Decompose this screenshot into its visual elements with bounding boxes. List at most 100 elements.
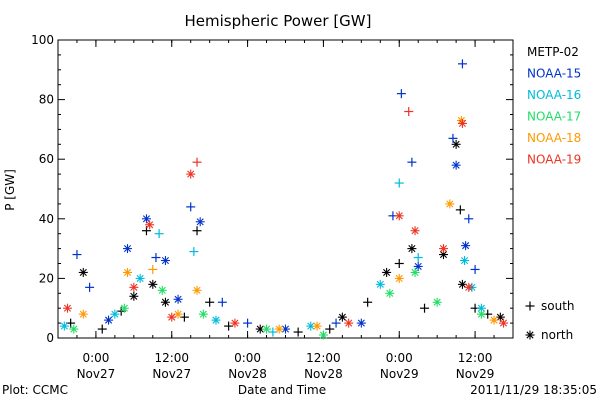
x-tick-date: Nov27 — [152, 367, 191, 381]
data-point-north — [69, 324, 79, 334]
y-tick-label: 60 — [39, 152, 54, 166]
data-point-north — [460, 256, 470, 266]
data-point-south — [457, 59, 467, 69]
data-points — [59, 59, 509, 340]
data-point-north — [255, 324, 265, 334]
series-legend: METP-02 NOAA-15 NOAA-16 NOAA-17 NOAA-18 NOAA-… — [527, 45, 581, 167]
series-noaa-15 — [72, 59, 480, 334]
y-tick-label: 40 — [39, 212, 54, 226]
series-noaa-16 — [59, 178, 486, 337]
data-point-north — [274, 324, 284, 334]
x-tick-date: Nov27 — [77, 367, 116, 381]
data-point-north — [476, 309, 486, 319]
data-point-north — [211, 315, 221, 325]
x-tick-time: 0:00 — [386, 351, 413, 365]
data-point-south — [186, 202, 196, 212]
legend-item: NOAA-19 — [527, 153, 581, 167]
data-point-north — [135, 273, 145, 283]
data-point-north — [525, 330, 535, 340]
data-point-south — [363, 297, 373, 307]
chart-title: Hemispheric Power [GW] — [185, 12, 372, 30]
data-point-south — [396, 89, 406, 99]
x-tick-time: 0:00 — [82, 351, 109, 365]
legend-item: NOAA-17 — [527, 110, 581, 124]
data-point-north — [410, 267, 420, 277]
x-tick-time: 12:00 — [154, 351, 189, 365]
data-point-north — [104, 315, 114, 325]
data-point-north — [148, 279, 158, 289]
data-point-north — [410, 226, 420, 236]
data-point-south — [464, 214, 474, 224]
plot-frame — [57, 39, 514, 339]
data-point-north — [344, 318, 354, 328]
data-point-north — [476, 303, 486, 313]
data-point-north — [489, 315, 499, 325]
data-point-north — [62, 303, 72, 313]
data-point-north — [59, 321, 69, 331]
data-point-north — [160, 297, 170, 307]
data-point-north — [129, 282, 139, 292]
y-tick-label: 0 — [46, 331, 54, 345]
series-noaa-17 — [69, 267, 486, 340]
data-point-south — [448, 133, 458, 143]
data-point-south — [243, 318, 253, 328]
data-point-north — [167, 312, 177, 322]
data-point-north — [173, 294, 183, 304]
data-point-south — [455, 205, 465, 215]
data-point-north — [123, 244, 133, 254]
data-point-south — [192, 157, 202, 167]
x-tick-date: Nov28 — [304, 367, 343, 381]
data-point-north — [306, 321, 316, 331]
data-point-north — [385, 288, 395, 298]
data-point-north — [461, 241, 471, 251]
data-point-north — [119, 303, 129, 313]
data-point-north — [451, 160, 461, 170]
data-point-north — [382, 267, 392, 277]
data-point-north — [186, 169, 196, 179]
data-point-north — [230, 318, 240, 328]
legend-item: NOAA-16 — [527, 88, 581, 102]
x-axis-label: Date and Time — [238, 383, 326, 397]
x-tick-date: Nov29 — [380, 367, 419, 381]
data-point-south — [413, 253, 423, 263]
data-point-south — [85, 282, 95, 292]
y-tick-label: 80 — [39, 93, 54, 107]
data-point-north — [129, 291, 139, 301]
series-noaa-19 — [62, 107, 509, 328]
data-point-north — [451, 139, 461, 149]
data-point-south — [407, 157, 417, 167]
data-point-north — [356, 318, 366, 328]
data-point-south — [394, 178, 404, 188]
x-tick-time: 0:00 — [234, 351, 261, 365]
data-point-north — [457, 279, 467, 289]
data-point-south — [72, 250, 82, 260]
x-tick-time: 12:00 — [458, 351, 493, 365]
data-point-north — [337, 312, 347, 322]
data-point-north — [78, 309, 88, 319]
data-point-south — [394, 259, 404, 268]
data-point-north — [110, 309, 120, 319]
data-point-south — [151, 253, 161, 263]
marker-legend: south north — [525, 299, 575, 342]
series-metp-02 — [66, 139, 505, 337]
marker-legend-label: south — [541, 299, 575, 313]
data-point-south — [470, 264, 480, 274]
data-point-south — [97, 324, 107, 334]
data-point-south — [189, 247, 199, 257]
y-axis-label: P [GW] — [3, 169, 17, 211]
footer-timestamp: 2011/11/29 18:35:05 — [470, 383, 597, 397]
data-point-north — [464, 282, 474, 292]
legend-item: NOAA-18 — [527, 131, 581, 145]
data-point-south — [525, 301, 535, 311]
data-point-north — [457, 118, 467, 128]
data-point-south — [148, 264, 158, 274]
data-point-north — [198, 309, 208, 319]
data-point-south — [420, 303, 430, 313]
data-point-north — [438, 244, 448, 254]
footer-credit: Plot: CCMC — [2, 383, 68, 397]
data-point-north — [160, 256, 170, 266]
data-point-south — [217, 297, 227, 307]
data-point-north — [375, 279, 385, 289]
data-point-north — [407, 244, 417, 254]
